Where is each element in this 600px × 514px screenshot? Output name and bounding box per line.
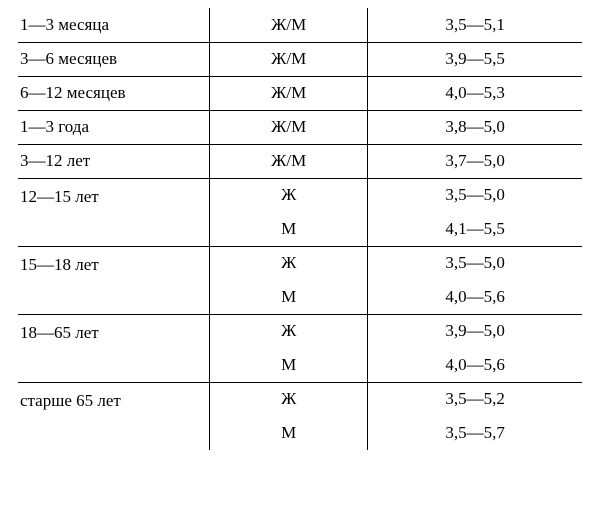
cell-age: 3—6 месяцев xyxy=(18,42,210,76)
table-row: 6—12 месяцев Ж/М 4,0—5,3 xyxy=(18,76,582,110)
cell-sex: Ж/М xyxy=(210,76,368,110)
cell-age: 6—12 месяцев xyxy=(18,76,210,110)
cell-age: старше 65 лет xyxy=(18,382,210,450)
cell-range: 3,9—5,0 xyxy=(368,314,582,348)
cell-sex: Ж/М xyxy=(210,110,368,144)
cell-age: 15—18 лет xyxy=(18,246,210,314)
table-row: 15—18 лет Ж 3,5—5,0 xyxy=(18,246,582,280)
cell-sex: Ж xyxy=(210,178,368,212)
cell-sex: Ж xyxy=(210,382,368,416)
cell-range: 3,5—5,1 xyxy=(368,8,582,42)
table-row: 3—6 месяцев Ж/М 3,9—5,5 xyxy=(18,42,582,76)
cell-range: 3,5—5,0 xyxy=(368,246,582,280)
table-body: 1—3 месяца Ж/М 3,5—5,1 3—6 месяцев Ж/М 3… xyxy=(18,8,582,450)
cell-age: 3—12 лет xyxy=(18,144,210,178)
cell-range: 3,5—5,2 xyxy=(368,382,582,416)
cell-range: 3,5—5,7 xyxy=(368,416,582,450)
cell-range: 4,0—5,6 xyxy=(368,348,582,382)
cell-sex: М xyxy=(210,212,368,246)
cell-sex: Ж xyxy=(210,246,368,280)
cell-age: 18—65 лет xyxy=(18,314,210,382)
cell-sex: М xyxy=(210,348,368,382)
cell-sex: М xyxy=(210,416,368,450)
cell-range: 3,8—5,0 xyxy=(368,110,582,144)
cell-range: 4,1—5,5 xyxy=(368,212,582,246)
reference-table: 1—3 месяца Ж/М 3,5—5,1 3—6 месяцев Ж/М 3… xyxy=(18,8,582,450)
table-row: 3—12 лет Ж/М 3,7—5,0 xyxy=(18,144,582,178)
cell-sex: М xyxy=(210,280,368,314)
cell-age: 1—3 года xyxy=(18,110,210,144)
cell-sex: Ж/М xyxy=(210,144,368,178)
cell-sex: Ж xyxy=(210,314,368,348)
cell-range: 4,0—5,6 xyxy=(368,280,582,314)
table-row: 12—15 лет Ж 3,5—5,0 xyxy=(18,178,582,212)
cell-sex: Ж/М xyxy=(210,42,368,76)
cell-sex: Ж/М xyxy=(210,8,368,42)
table-row: старше 65 лет Ж 3,5—5,2 xyxy=(18,382,582,416)
cell-range: 3,5—5,0 xyxy=(368,178,582,212)
cell-range: 3,9—5,5 xyxy=(368,42,582,76)
cell-range: 3,7—5,0 xyxy=(368,144,582,178)
cell-age: 1—3 месяца xyxy=(18,8,210,42)
cell-range: 4,0—5,3 xyxy=(368,76,582,110)
table-row: 18—65 лет Ж 3,9—5,0 xyxy=(18,314,582,348)
table-row: 1—3 года Ж/М 3,8—5,0 xyxy=(18,110,582,144)
table-row: 1—3 месяца Ж/М 3,5—5,1 xyxy=(18,8,582,42)
cell-age: 12—15 лет xyxy=(18,178,210,246)
